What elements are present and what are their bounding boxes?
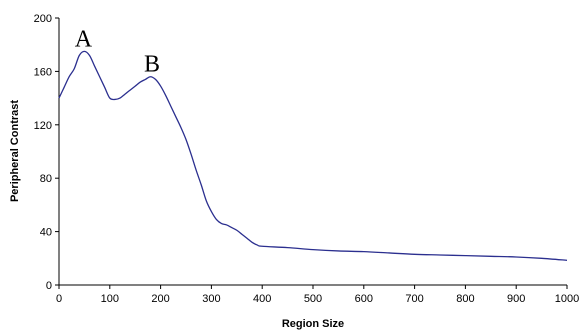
y-tick-label: 120	[34, 120, 52, 132]
y-tick-label: 0	[46, 280, 52, 292]
x-tick-label: 100	[101, 293, 119, 305]
x-tick-label: 400	[253, 293, 271, 305]
x-tick-label: 0	[56, 293, 62, 305]
series-line-1	[58, 50, 568, 261]
ticks: 0 40 80 120 160 200 0 100 200 300 400 500 600 700 800 9…	[34, 13, 580, 305]
annotation-a: A	[75, 26, 93, 52]
x-tick-label: 700	[405, 293, 423, 305]
y-axis-title: Peripheral Contrast	[9, 100, 21, 202]
annotations: AB	[75, 26, 160, 77]
x-tick-label: 600	[355, 293, 373, 305]
y-tick-label: 200	[34, 13, 52, 25]
x-tick-label: 900	[507, 293, 525, 305]
x-tick-label: 800	[456, 293, 474, 305]
annotation-b: B	[144, 52, 160, 78]
x-tick-label: 1000	[555, 293, 579, 305]
series-group	[58, 50, 568, 261]
y-tick-label: 80	[40, 173, 52, 185]
axes	[58, 18, 567, 286]
x-tick-label: 500	[304, 293, 322, 305]
x-tick-label: 300	[202, 293, 220, 305]
y-tick-label: 160	[34, 66, 52, 78]
x-axis-title: Region Size	[282, 318, 344, 330]
x-tick-label: 200	[151, 293, 169, 305]
y-tick-label: 40	[40, 227, 52, 239]
